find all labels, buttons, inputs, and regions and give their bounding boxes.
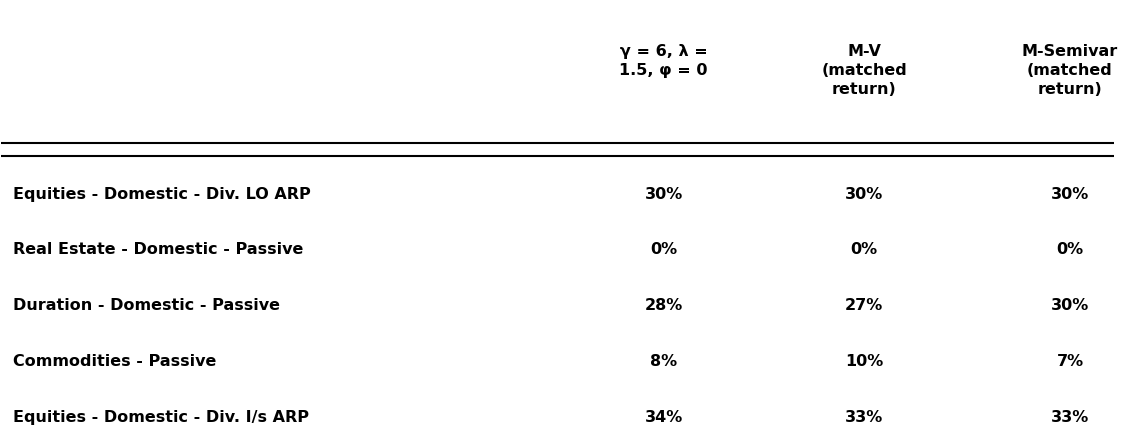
Text: Equities - Domestic - Div. I/s ARP: Equities - Domestic - Div. I/s ARP [12,410,308,425]
Text: 33%: 33% [844,410,883,425]
Text: 28%: 28% [645,298,683,313]
Text: Real Estate - Domestic - Passive: Real Estate - Domestic - Passive [12,242,303,257]
Text: M-Semivar
(matched
return): M-Semivar (matched return) [1022,44,1118,97]
Text: 33%: 33% [1051,410,1089,425]
Text: 8%: 8% [650,354,677,369]
Text: Equities - Domestic - Div. LO ARP: Equities - Domestic - Div. LO ARP [12,187,310,202]
Text: 30%: 30% [645,187,683,202]
Text: 0%: 0% [1057,242,1084,257]
Text: 7%: 7% [1057,354,1084,369]
Text: 30%: 30% [844,187,883,202]
Text: 10%: 10% [844,354,883,369]
Text: 34%: 34% [645,410,683,425]
Text: 27%: 27% [844,298,883,313]
Text: 30%: 30% [1051,187,1089,202]
Text: 0%: 0% [650,242,677,257]
Text: Commodities - Passive: Commodities - Passive [12,354,216,369]
Text: 30%: 30% [1051,298,1089,313]
Text: Duration - Domestic - Passive: Duration - Domestic - Passive [12,298,280,313]
Text: 0%: 0% [850,242,877,257]
Text: γ = 6, λ =
1.5, φ = 0: γ = 6, λ = 1.5, φ = 0 [620,44,708,78]
Text: M-V
(matched
return): M-V (matched return) [821,44,907,97]
